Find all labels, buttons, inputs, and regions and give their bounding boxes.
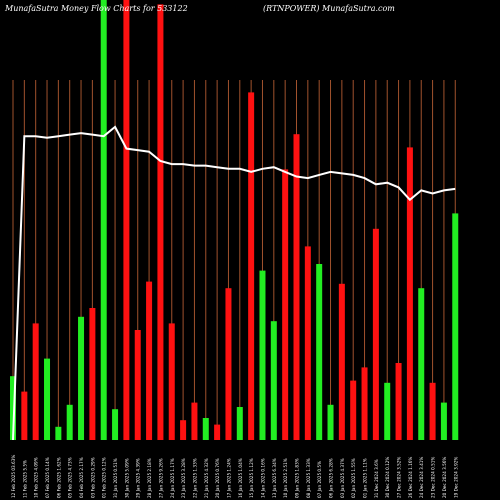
money-flow-bar <box>316 264 323 440</box>
x-tick-label: 16 Jan 2025 1.04% <box>238 458 243 498</box>
x-tick-label: 11 Feb 2025 5.5% <box>22 460 27 498</box>
money-flow-bar <box>361 367 368 440</box>
x-tick-label: 27 Dec 2024 3.52% <box>397 457 402 498</box>
money-flow-bar <box>100 0 107 440</box>
money-flow-bar <box>55 426 62 440</box>
x-tick-label: 30 Dec 2024 0.12% <box>385 457 390 498</box>
x-tick-label: 04 Feb 2025 2.17% <box>79 457 84 498</box>
money-flow-bar <box>304 246 311 440</box>
money-flow-bar <box>134 330 141 440</box>
money-flow-bar <box>89 308 96 440</box>
money-flow-bar <box>225 288 232 440</box>
money-flow-bar <box>384 382 391 440</box>
x-tick-label: 30 Jan 2025 5.09% <box>124 458 129 498</box>
x-tick-label: 17 Jan 2025 1.24% <box>226 458 231 498</box>
money-flow-bar <box>44 358 51 440</box>
money-flow-bar <box>168 323 175 440</box>
x-tick-label: 24 Dec 2024 3.41% <box>419 457 424 498</box>
x-tick-label: 08 Jan 2025 1.33% <box>306 458 311 498</box>
price-line-path <box>12 125 456 441</box>
x-tick-label: 09 Jan 2025 1.83% <box>295 458 300 498</box>
money-flow-bar <box>270 321 277 440</box>
money-flow-bar <box>406 147 413 440</box>
money-flow-bar <box>21 391 28 440</box>
x-tick-label: 28 Jan 2025 2.18% <box>147 458 152 498</box>
money-flow-bar <box>146 281 153 440</box>
x-tick-label: 01 Jan 2025 1.11% <box>363 458 368 498</box>
money-flow-bar <box>191 402 198 440</box>
money-flow-bar <box>350 380 357 440</box>
x-tick-label: 13 Jan 2025 6.34% <box>272 458 277 498</box>
x-tick-label: 02 Jan 2025 1.55% <box>351 458 356 498</box>
x-tick-label: 07 Feb 2025 0.14% <box>45 457 50 498</box>
money-flow-bar <box>418 288 425 440</box>
money-flow-bar <box>180 420 187 440</box>
money-flow-bar <box>157 4 164 441</box>
x-tick-label: 26 Dec 2024 1.16% <box>408 457 413 498</box>
money-flow-bar <box>32 323 39 440</box>
money-flow-bars <box>10 0 459 441</box>
x-tick-label: 31 Dec 2024 3.6% <box>374 459 379 498</box>
money-flow-bar <box>236 407 243 440</box>
money-flow-bar <box>112 409 119 440</box>
money-flow-bar <box>282 169 289 440</box>
money-flow-bar <box>123 0 130 440</box>
x-tick-label: 20 Dec 2024 3.56% <box>442 457 447 498</box>
x-tick-label: 01 Feb 2025 0.12% <box>102 457 107 498</box>
x-tick-label: 06 Jan 2025 6.28% <box>329 458 334 498</box>
x-tick-label: 31 Jan 2025 0.51% <box>113 458 118 498</box>
x-tick-label: 29 Jan 2025 4.39% <box>136 458 141 498</box>
x-tick-label: 10 Feb 2025 4.09% <box>34 457 39 498</box>
money-flow-bar <box>429 382 436 440</box>
money-flow-bar <box>372 228 379 440</box>
money-flow-bar <box>66 404 73 440</box>
chart-title: MunafaSutra Money Flow Charts for 533122 <box>5 4 188 13</box>
x-tick-label: 03 Feb 2025 0.29% <box>90 457 95 498</box>
money-flow-bar <box>440 402 447 440</box>
x-tick-label: 07 Jan 2025 0.5% <box>317 461 322 498</box>
money-flow-bar <box>327 404 334 440</box>
x-tick-label: 15 Jan 2025 1.12% <box>249 458 254 498</box>
x-tick-label: 12 Feb 2025 03.63% <box>11 455 16 498</box>
x-tick-label: 22 Jan 2025 1.33% <box>192 458 197 498</box>
money-flow-bar <box>452 213 459 440</box>
x-tick-label: 21 Jan 2025 4.32% <box>204 458 209 498</box>
money-flow-bar <box>338 283 345 440</box>
money-flow-bar <box>293 134 300 440</box>
money-flow-bar <box>395 363 402 440</box>
money-flow-bar <box>214 424 221 440</box>
chart-subtitle: (RTNPOWER) MunafaSutra.com <box>263 4 395 13</box>
x-tick-label: 19 Dec 2024 3.92% <box>453 457 458 498</box>
x-tick-label: 10 Jan 2025 2.51% <box>283 458 288 498</box>
price-line <box>12 125 456 441</box>
x-tick-label: 05 Feb 2025 4.73% <box>68 457 73 498</box>
x-tick-label: 06 Feb 2025 1.62% <box>56 457 61 498</box>
money-flow-bar <box>10 376 16 440</box>
money-flow-bar <box>202 418 209 440</box>
money-flow-bar <box>259 270 266 440</box>
x-tick-label: 27 Jan 2025 9.26% <box>158 458 163 498</box>
money-flow-bar <box>78 316 85 440</box>
x-tick-label: 23 Dec 2024 0.51% <box>431 457 436 498</box>
x-tick-label: 03 Jan 2025 4.37% <box>340 458 345 498</box>
x-axis-labels: 12 Feb 2025 03.63% 11 Feb 2025 5.5% 10 Feb… <box>11 455 458 498</box>
x-tick-label: 24 Jan 2025 1.17% <box>170 458 175 498</box>
x-tick-label: 23 Jan 2025 3.28% <box>181 458 186 498</box>
x-tick-label: 14 Jan 2025 0.16% <box>260 458 265 498</box>
x-tick-label: 20 Jan 2025 0.76% <box>215 458 220 498</box>
money-flow-bar <box>248 92 255 441</box>
